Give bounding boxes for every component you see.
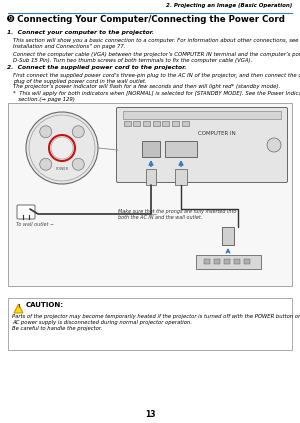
Text: The projector’s power indicator will flash for a few seconds and then will light: The projector’s power indicator will fla… bbox=[13, 84, 280, 89]
Circle shape bbox=[40, 158, 52, 170]
Bar bbox=[124, 121, 131, 126]
Bar bbox=[8, 103, 292, 286]
Text: 1.  Connect your computer to the projector.: 1. Connect your computer to the projecto… bbox=[7, 30, 154, 35]
Bar bbox=[196, 255, 261, 269]
Polygon shape bbox=[14, 304, 23, 313]
Text: Make sure that the prongs are fully inserted into
both the AC IN and the wall ou: Make sure that the prongs are fully inse… bbox=[118, 209, 236, 220]
Text: CAUTION:: CAUTION: bbox=[26, 302, 64, 308]
Text: !: ! bbox=[17, 305, 20, 310]
Text: 2.  Connect the supplied power cord to the projector.: 2. Connect the supplied power cord to th… bbox=[7, 65, 187, 70]
FancyBboxPatch shape bbox=[116, 107, 287, 182]
Bar bbox=[142, 141, 160, 157]
Text: POWER: POWER bbox=[56, 167, 69, 171]
Bar bbox=[146, 169, 156, 185]
Bar bbox=[204, 259, 210, 264]
Bar bbox=[165, 141, 197, 157]
Circle shape bbox=[267, 138, 281, 152]
Circle shape bbox=[72, 158, 84, 170]
FancyBboxPatch shape bbox=[17, 205, 35, 219]
Bar bbox=[175, 169, 187, 185]
Circle shape bbox=[72, 126, 84, 138]
Bar bbox=[224, 259, 230, 264]
Text: COMPUTER IN: COMPUTER IN bbox=[198, 131, 236, 136]
Text: This section will show you a basic connection to a computer. For information abo: This section will show you a basic conne… bbox=[13, 38, 300, 49]
Text: 13: 13 bbox=[145, 410, 155, 419]
Bar bbox=[214, 259, 220, 264]
Text: First connect the supplied power cord’s three-pin plug to the AC IN of the proje: First connect the supplied power cord’s … bbox=[13, 73, 300, 84]
Circle shape bbox=[26, 112, 98, 184]
Text: ➒ Connecting Your Computer/Connecting the Power Cord: ➒ Connecting Your Computer/Connecting th… bbox=[7, 15, 285, 24]
Text: *  This will apply for both indicators when [NORMAL] is selected for [STANDBY MO: * This will apply for both indicators wh… bbox=[13, 91, 300, 102]
Circle shape bbox=[51, 137, 73, 159]
Bar bbox=[244, 259, 250, 264]
Bar bbox=[162, 121, 169, 126]
Bar bbox=[143, 121, 150, 126]
Text: To wall outlet ∼: To wall outlet ∼ bbox=[16, 222, 54, 227]
Bar bbox=[172, 121, 179, 126]
Text: 2. Projecting an Image (Basic Operation): 2. Projecting an Image (Basic Operation) bbox=[166, 3, 292, 8]
Bar bbox=[182, 121, 189, 126]
Text: Parts of the projector may become temporarily heated if the projector is turned : Parts of the projector may become tempor… bbox=[12, 314, 300, 331]
Text: Connect the computer cable (VGA) between the projector’s COMPUTER IN terminal an: Connect the computer cable (VGA) between… bbox=[13, 52, 300, 63]
Circle shape bbox=[40, 126, 52, 138]
Bar bbox=[123, 111, 281, 119]
Bar bbox=[153, 121, 160, 126]
Bar bbox=[222, 227, 234, 245]
Bar bbox=[8, 298, 292, 350]
Bar bbox=[133, 121, 140, 126]
Bar bbox=[234, 259, 240, 264]
